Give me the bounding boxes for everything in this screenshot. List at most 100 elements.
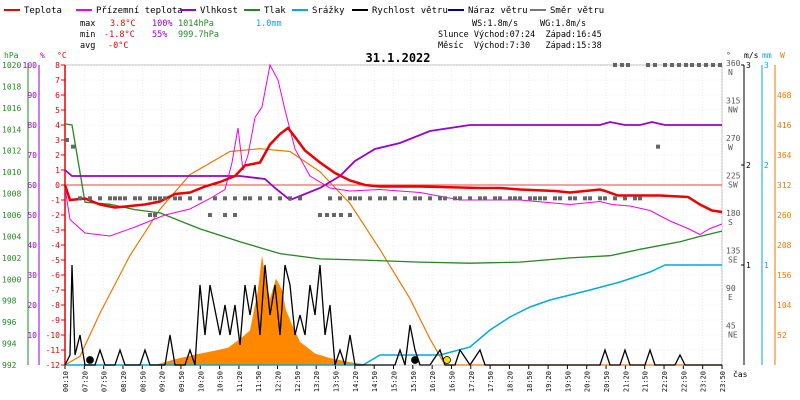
wind-direction-point (513, 196, 517, 201)
wind-direction-point (213, 196, 217, 201)
legend-tlak: Tlak (264, 6, 286, 16)
stat-max-label: max (80, 19, 95, 29)
wind-direction-point (268, 196, 272, 201)
event-marker (443, 356, 451, 364)
wind-direction-point (653, 63, 657, 67)
time-tick-label: 21:50 (642, 371, 650, 392)
direction-compass-label: NW (728, 106, 738, 115)
time-tick-label: 20:50 (603, 371, 611, 392)
wind-direction-point (533, 196, 537, 201)
stats-block: max 3.8°C 100% 1014hPa 1.0mm min -1.8°C … (80, 19, 282, 51)
temp-tick-label: 5 (55, 106, 60, 115)
wind-direction-point (223, 213, 227, 217)
stat-avg-label: avg (80, 41, 95, 51)
stat-min-press: 999.7hPa (178, 30, 219, 40)
wind-direction-point (588, 196, 592, 201)
wind-direction-point (403, 196, 407, 201)
temp-tick-label: -1 (50, 196, 60, 205)
info-sun: Slunce Východ:07:24 Západ:16:45 (438, 30, 602, 40)
wind-direction-point (338, 196, 342, 201)
temp-tick-label: 1 (55, 166, 60, 175)
stat-min-hum: 55% (152, 30, 167, 40)
rain-tick-label: 1 (764, 261, 769, 270)
humidity-tick-label: 20 (27, 301, 37, 310)
solar-tick-label: 468 (777, 91, 792, 100)
ground-temperature-line (64, 63, 723, 237)
wind-direction-point (603, 196, 607, 201)
direction-tick-label: 360 (726, 59, 741, 68)
wind-direction-point (568, 196, 572, 201)
wind-direction-point (704, 63, 708, 67)
legend-prizemni-teplota: Přízemní teplota (96, 6, 183, 16)
temp-tick-label: 7 (55, 76, 60, 85)
wind-direction-point (633, 196, 637, 201)
wind-direction-point (538, 196, 542, 201)
rain-tick-label: 3 (764, 61, 769, 70)
direction-tick-label: 225 (726, 172, 741, 181)
wind-direction-point (138, 196, 142, 201)
time-tick-label: 13:50 (333, 371, 341, 392)
temp-tick-label: -3 (50, 226, 60, 235)
time-tick-label: 15:50 (410, 371, 418, 392)
wind-direction-point (483, 196, 487, 201)
wind-direction-point (358, 196, 362, 201)
wind-direction-point (623, 196, 627, 201)
temp-tick-label: -6 (50, 271, 60, 280)
wind-direction-point (78, 196, 82, 201)
time-tick-label: 18:20 (506, 371, 514, 392)
time-tick-label: 09:50 (178, 371, 186, 392)
time-tick-label: 22:20 (661, 371, 669, 392)
pressure-tick-label: 1006 (2, 211, 21, 220)
wind-direction-point (438, 196, 442, 201)
time-tick-label: 14:50 (371, 371, 379, 392)
wind-direction-point (328, 196, 332, 201)
time-tick-label: 23:50 (719, 371, 727, 392)
time-tick-label: 07:50 (101, 371, 109, 392)
temperature-line (63, 126, 723, 214)
wind-direction-point (656, 144, 660, 149)
pressure-tick-label: 992 (2, 361, 17, 370)
wind-direction-point (158, 196, 162, 201)
wind-direction-point (98, 196, 102, 201)
direction-compass-label: E (728, 293, 733, 302)
direction-compass-label: NE (728, 331, 738, 340)
wind-direction-point (223, 196, 227, 201)
solar-tick-label: 156 (777, 271, 792, 280)
wind-direction-point (383, 196, 387, 201)
humidity-tick-label: 100 (23, 61, 38, 70)
wind-direction-point (113, 196, 117, 201)
temp-tick-label: -11 (46, 346, 61, 355)
wind-direction-point (646, 63, 650, 67)
humidity-line (64, 121, 722, 202)
rain-tick-label: 2 (764, 161, 769, 170)
wind-direction-point (543, 196, 547, 201)
wind-direction-point (718, 63, 722, 67)
time-tick-label: 11:50 (255, 371, 263, 392)
temp-tick-label: 3 (55, 136, 60, 145)
wind-direction-point (677, 63, 681, 67)
temp-tick-label: 0 (55, 181, 60, 190)
time-tick-label: 00:10 (62, 371, 70, 392)
wind-direction-point (493, 196, 497, 201)
wind-direction-point (298, 196, 302, 201)
wind-direction-point (663, 63, 667, 67)
wind-direction-point (88, 196, 92, 201)
wind-direction-point (243, 196, 247, 201)
temp-tick-label: -2 (50, 211, 60, 220)
pressure-tick-label: 1020 (2, 61, 21, 70)
direction-tick-label: 270 (726, 134, 741, 143)
event-marker (411, 356, 419, 364)
pressure-tick-label: 1004 (2, 232, 21, 241)
stat-min-temp: -1.8°C (104, 30, 135, 40)
solar-tick-label: 416 (777, 121, 792, 130)
wind-direction-point (518, 196, 522, 201)
wind-direction-point (353, 196, 357, 201)
solar-tick-label: 104 (777, 301, 792, 310)
chart-title: 31.1.2022 (365, 51, 430, 65)
time-tick-label: 22:50 (680, 371, 688, 392)
solar-tick-label: 364 (777, 151, 792, 160)
pressure-tick-label: 1012 (2, 147, 21, 156)
temp-tick-label: -5 (50, 256, 60, 265)
wind-direction-point (288, 196, 292, 201)
